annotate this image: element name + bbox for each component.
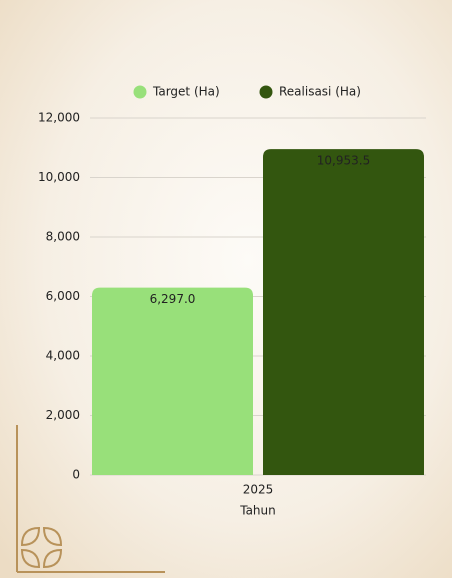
legend-label: Target (Ha) xyxy=(152,85,220,99)
bar xyxy=(263,149,424,476)
ornament-leaf xyxy=(20,548,41,569)
y-tick-label: 0 xyxy=(72,468,80,482)
x-axis-label: Tahun xyxy=(239,504,276,518)
x-tick-label: 2025 xyxy=(243,483,274,497)
data-label: 10,953.5 xyxy=(317,154,370,168)
legend-marker xyxy=(133,85,147,99)
y-tick-label: 2,000 xyxy=(46,408,80,422)
legend-label: Realisasi (Ha) xyxy=(279,85,361,99)
legend-marker xyxy=(259,85,273,99)
y-tick-label: 10,000 xyxy=(38,170,80,184)
y-tick-label: 8,000 xyxy=(46,230,80,244)
bar xyxy=(92,287,253,475)
ornament-leaf xyxy=(20,526,41,547)
y-tick-label: 12,000 xyxy=(38,111,80,125)
y-tick-label: 6,000 xyxy=(46,289,80,303)
y-tick-label: 4,000 xyxy=(46,349,80,363)
ornament-leaf xyxy=(42,526,63,547)
ornament xyxy=(16,425,165,573)
ornament-leaf xyxy=(42,548,63,569)
data-label: 6,297.0 xyxy=(150,292,196,306)
